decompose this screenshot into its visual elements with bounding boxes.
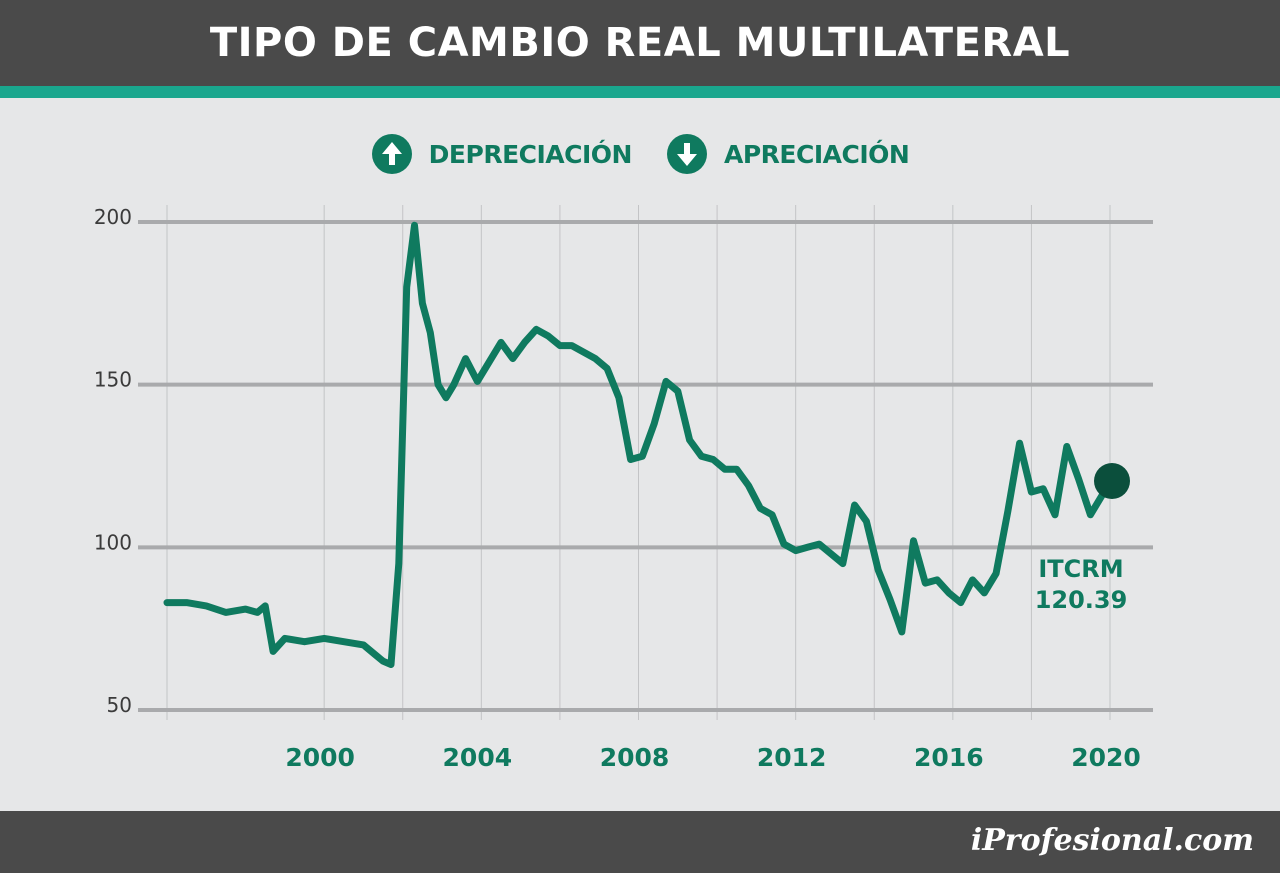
series-line-itcrm <box>163 221 1106 668</box>
brand-name: Profesional.com <box>982 823 1254 858</box>
footer-bar: iProfesional.com <box>0 811 1280 873</box>
brand-logo: iProfesional.com <box>971 823 1254 858</box>
y-tick-label: 150 <box>94 368 132 392</box>
header-bar: TIPO DE CAMBIO REAL MULTILATERAL <box>0 0 1280 86</box>
line-chart: 50 100 150 200 2000 2004 2008 2012 2016 2020 ITCRM… <box>94 205 1153 772</box>
x-tick-label: 2000 <box>285 743 355 772</box>
legend-label-apreciacion: APRECIACIÓN <box>723 139 910 169</box>
current-value-marker <box>1094 462 1130 499</box>
arrow-up-circle-icon <box>371 134 412 174</box>
x-tick-label: 2016 <box>914 743 984 772</box>
x-tick-label: 2004 <box>443 743 513 772</box>
x-tick-label: 2012 <box>757 743 827 772</box>
brand-prefix: i <box>970 823 983 858</box>
annotation-value: 120.39 <box>1035 586 1128 614</box>
legend-label-depreciacion: DEPRECIACIÓN <box>428 139 633 169</box>
y-tick-label: 200 <box>94 205 132 229</box>
legend-item-depreciacion: DEPRECIACIÓN <box>371 133 632 175</box>
x-tick-label: 2020 <box>1071 743 1141 772</box>
y-tick-label: 50 <box>107 693 132 717</box>
arrow-down-circle-icon <box>666 134 707 174</box>
y-tick-label: 100 <box>94 530 132 554</box>
annotation-label: ITCRM <box>1038 555 1123 583</box>
legend-item-apreciacion: APRECIACIÓN <box>666 133 910 175</box>
x-tick-label: 2008 <box>600 743 670 772</box>
accent-rule <box>0 86 1280 98</box>
chart-title: TIPO DE CAMBIO REAL MULTILATERAL <box>209 20 1071 66</box>
legend: DEPRECIACIÓN APRECIACIÓN <box>0 132 1280 176</box>
